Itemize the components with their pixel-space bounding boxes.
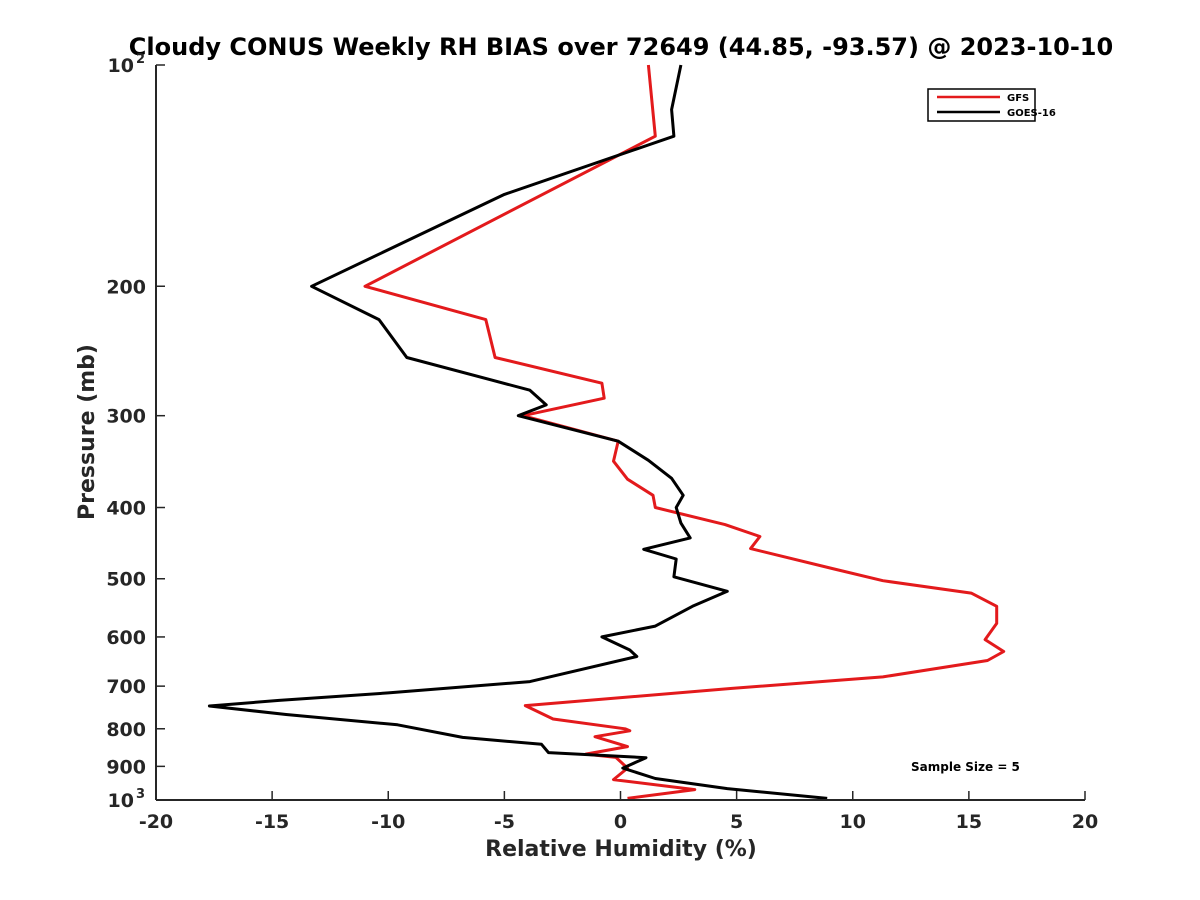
- plot-frame: [156, 65, 1085, 800]
- y-axis-label: Pressure (mb): [75, 344, 100, 520]
- x-tick-label: 20: [1072, 811, 1098, 833]
- legend-label-1: GOES-16: [1007, 108, 1056, 119]
- x-tick-label: -10: [371, 811, 405, 833]
- y-tick-label: 400: [106, 498, 146, 520]
- y-tick-label: 600: [106, 627, 146, 649]
- x-tick-label: -5: [494, 811, 515, 833]
- series-line-1: [207, 64, 828, 800]
- y-tick-label: 300: [106, 406, 146, 428]
- series-layer: [207, 64, 1006, 800]
- chart-title: Cloudy CONUS Weekly RH BIAS over 72649 (…: [129, 33, 1113, 61]
- sample-size-annotation: Sample Size = 5: [911, 760, 1020, 774]
- y-tick-label: 10: [108, 790, 134, 812]
- legend-box: [927, 88, 1036, 122]
- legend: GFS GOES-16: [927, 88, 1056, 122]
- y-tick-exponent: 3: [136, 787, 145, 802]
- y-tick-exponent: 2: [136, 52, 145, 67]
- series-line-0: [363, 64, 1006, 800]
- y-tick-label: 900: [106, 756, 146, 778]
- y-tick-label: 200: [106, 276, 146, 298]
- x-tick-label: 5: [730, 811, 743, 833]
- x-tick-label: -15: [255, 811, 289, 833]
- y-tick-label: 10: [108, 55, 134, 77]
- y-tick-label: 800: [106, 719, 146, 741]
- x-axis-ticks: -20 -15 -10 -5 0 5 10 15 20: [139, 791, 1098, 833]
- x-tick-label: 15: [956, 811, 982, 833]
- y-tick-label: 700: [106, 676, 146, 698]
- x-axis-label: Relative Humidity (%): [485, 837, 757, 862]
- x-tick-label: 10: [840, 811, 866, 833]
- y-tick-label: 500: [106, 569, 146, 591]
- x-tick-label: 0: [614, 811, 627, 833]
- legend-label-0: GFS: [1007, 93, 1029, 104]
- x-tick-label: -20: [139, 811, 173, 833]
